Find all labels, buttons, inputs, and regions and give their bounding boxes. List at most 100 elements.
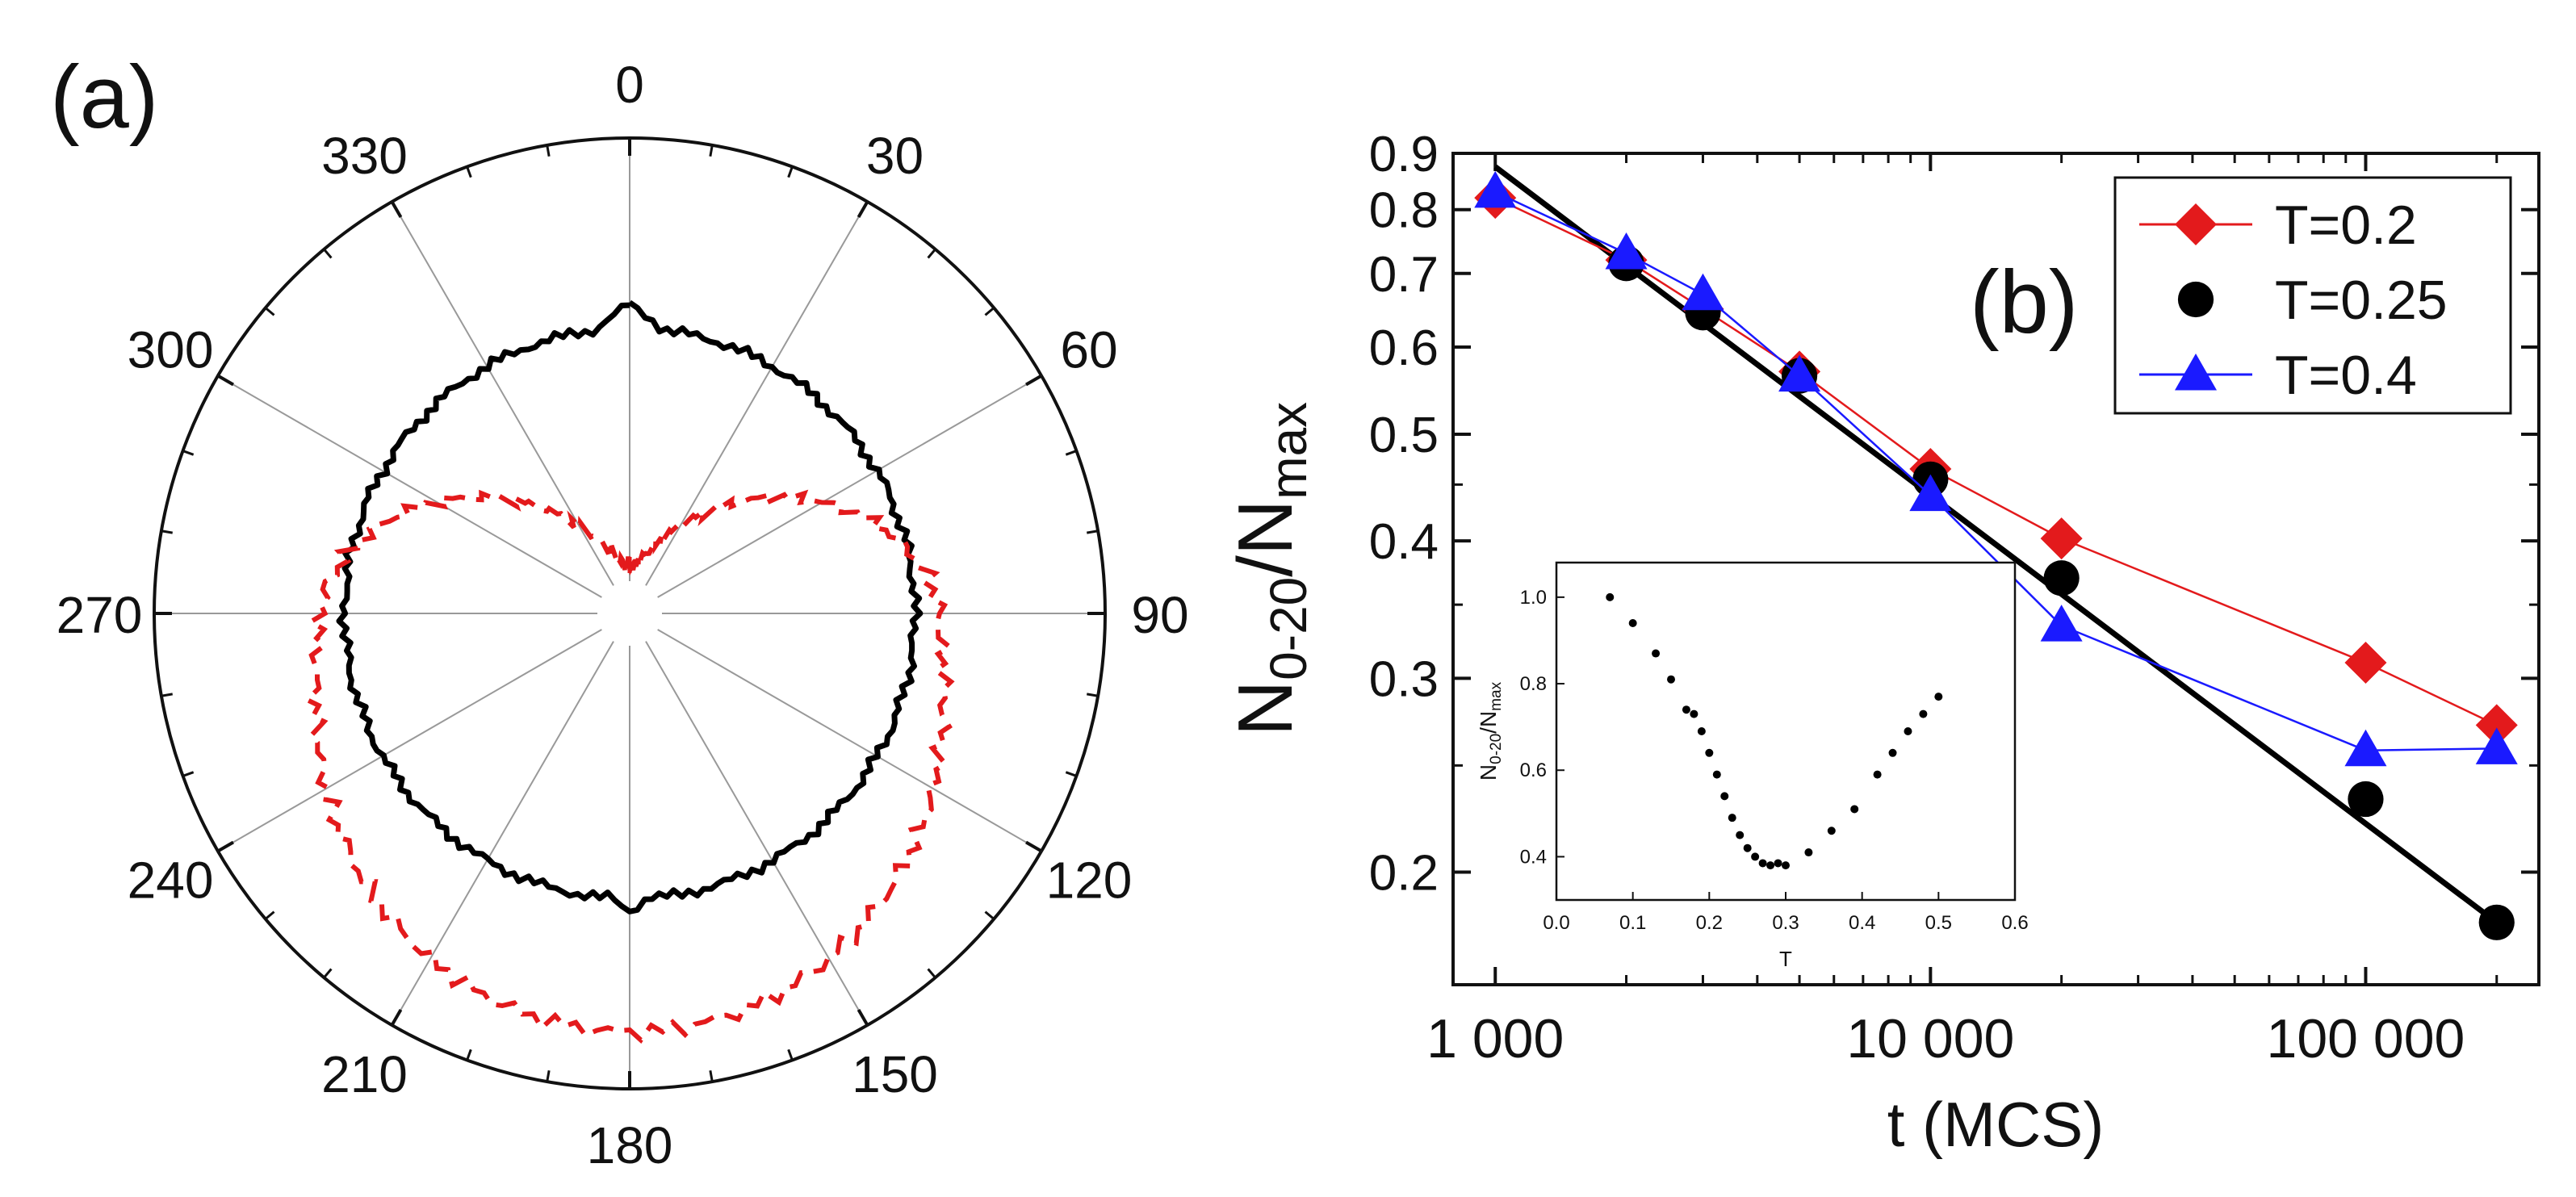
inset-point xyxy=(1774,859,1782,868)
axis-tick-labels: 1 000 10 000 100 0000.20.30.40.50.60.70.80… xyxy=(1369,127,2465,1069)
polar-minor-ticks xyxy=(161,144,1099,1082)
y-tick-label: 0.5 xyxy=(1369,408,1439,463)
inset-frame xyxy=(1555,561,2017,902)
legend-marker xyxy=(2175,203,2217,245)
polar-angle-label: 90 xyxy=(1131,586,1188,644)
inset-point xyxy=(1934,693,1943,701)
inset-point xyxy=(1766,861,1775,870)
inset-point xyxy=(1827,827,1836,835)
polar-spoke xyxy=(645,201,869,586)
inset-point xyxy=(1804,848,1813,857)
polar-chart: (a) 0 30 60 90 120 150 180 210 240 270 300 330 xyxy=(50,48,1189,1174)
polar-spoke xyxy=(657,375,1042,598)
polar-minor-tick xyxy=(182,771,195,777)
legend-items: T=0.2 T=0.25 T=0.4 xyxy=(2139,195,2448,406)
inset-point xyxy=(1758,859,1767,868)
polar-major-tick xyxy=(857,200,869,218)
inset-y-axis-label: N0-20/Nmax xyxy=(1476,681,1505,781)
inset-point xyxy=(1888,748,1897,757)
y-tick-label: 0.2 xyxy=(1369,845,1439,901)
polar-minor-tick xyxy=(787,166,794,178)
polar-angle-label: 0 xyxy=(615,56,644,114)
inset-point xyxy=(1667,675,1675,684)
data-point-T=0.4 xyxy=(1778,354,1821,392)
polar-minor-tick xyxy=(927,248,936,259)
y-tick-label: 0.3 xyxy=(1369,651,1439,707)
inset-point xyxy=(1697,727,1706,735)
polar-angle-label: 120 xyxy=(1046,852,1133,910)
polar-minor-tick xyxy=(1087,529,1099,534)
polar-minor-tick xyxy=(1065,771,1077,777)
polar-minor-tick xyxy=(709,144,714,157)
inset-x-tick-label: 0.3 xyxy=(1772,912,1799,934)
legend-marker xyxy=(2175,354,2217,391)
polar-spoke xyxy=(391,641,614,1026)
polar-series-black xyxy=(336,299,924,914)
polar-major-tick xyxy=(216,374,234,387)
inset-x-tick-label: 0.5 xyxy=(1925,912,1952,934)
polar-angle-label: 300 xyxy=(128,321,214,379)
inset-point xyxy=(1904,727,1912,735)
inset-y-tick-label: 0.4 xyxy=(1520,846,1547,868)
inset-points xyxy=(1606,592,1943,870)
polar-angle-label: 330 xyxy=(321,127,408,185)
x-tick-label: 1 000 xyxy=(1426,1008,1564,1069)
inset-point xyxy=(1919,709,1928,718)
polar-major-tick xyxy=(390,200,403,218)
polar-major-tick xyxy=(1025,374,1043,387)
inset-y-tick-label: 1.0 xyxy=(1520,587,1547,609)
data-point-T=0.4 xyxy=(2475,727,2518,764)
polar-minor-tick xyxy=(546,144,551,157)
panel-a-label: (a) xyxy=(50,48,158,147)
panel-b-label: (b) xyxy=(1970,253,2078,352)
polar-angle-labels: 0 30 60 90 120 150 180 210 240 270 300 330 xyxy=(57,56,1189,1174)
polar-minor-tick xyxy=(182,450,195,456)
data-series xyxy=(1474,164,2518,940)
polar-angle-label: 240 xyxy=(128,852,214,910)
inset-point xyxy=(1720,792,1729,801)
inset-y-tick-label: 0.8 xyxy=(1520,673,1547,695)
data-point-T=0.25 xyxy=(2348,781,2384,818)
polar-angle-label: 270 xyxy=(57,586,143,644)
legend-label: T=0.4 xyxy=(2275,345,2417,406)
y-tick-label: 0.8 xyxy=(1369,183,1439,239)
data-point-T=0.25 xyxy=(2043,560,2080,596)
polar-major-tick xyxy=(1025,840,1043,853)
data-point-T=0.4 xyxy=(1474,170,1517,208)
polar-minor-tick xyxy=(927,968,936,979)
polar-minor-tick xyxy=(984,307,995,316)
polar-minor-tick xyxy=(264,910,275,920)
y-axis-label: N0-20/Nmax xyxy=(1222,402,1317,736)
inset-point xyxy=(1850,805,1859,814)
legend-marker xyxy=(2177,281,2214,318)
data-point-T=0.4 xyxy=(2344,729,2387,767)
inset-point xyxy=(1606,592,1615,601)
polar-minor-tick xyxy=(161,529,173,534)
polar-spokes xyxy=(154,138,1105,1089)
polar-minor-tick xyxy=(546,1070,551,1082)
inset-x-tick-label: 0.0 xyxy=(1543,912,1569,934)
polar-minor-tick xyxy=(264,307,275,316)
inset-chart: 0.0 0.1 0.2 0.3 0.4 0.5 0.6 0.4 0.6 0.8 1.0 T N0-2… xyxy=(1476,561,2029,971)
data-point-T=0.25 xyxy=(2478,904,2515,940)
data-point-T=0.4 xyxy=(1909,474,1952,512)
data-point-T=0.4 xyxy=(1605,232,1648,270)
plot-frame xyxy=(1451,152,2540,986)
polar-major-tick xyxy=(857,1009,869,1027)
x-tick-label: 100 000 xyxy=(2267,1008,2465,1069)
polar-spoke xyxy=(657,629,1042,852)
polar-series-red xyxy=(303,489,955,1044)
polar-angle-label: 30 xyxy=(866,127,924,185)
legend: T=0.2 T=0.25 T=0.4 xyxy=(2113,176,2512,415)
polar-center-hole xyxy=(605,589,654,638)
inset-point xyxy=(1628,619,1637,628)
data-point-T=0.4 xyxy=(2040,605,2083,642)
inset-y-tick-label: 0.6 xyxy=(1520,760,1547,781)
polar-major-tick xyxy=(390,1009,403,1027)
legend-label: T=0.2 xyxy=(2275,195,2417,256)
polar-minor-tick xyxy=(984,910,995,920)
polar-major-tick xyxy=(216,840,234,853)
inset-point xyxy=(1751,852,1760,861)
inset-x-tick-label: 0.2 xyxy=(1696,912,1723,934)
